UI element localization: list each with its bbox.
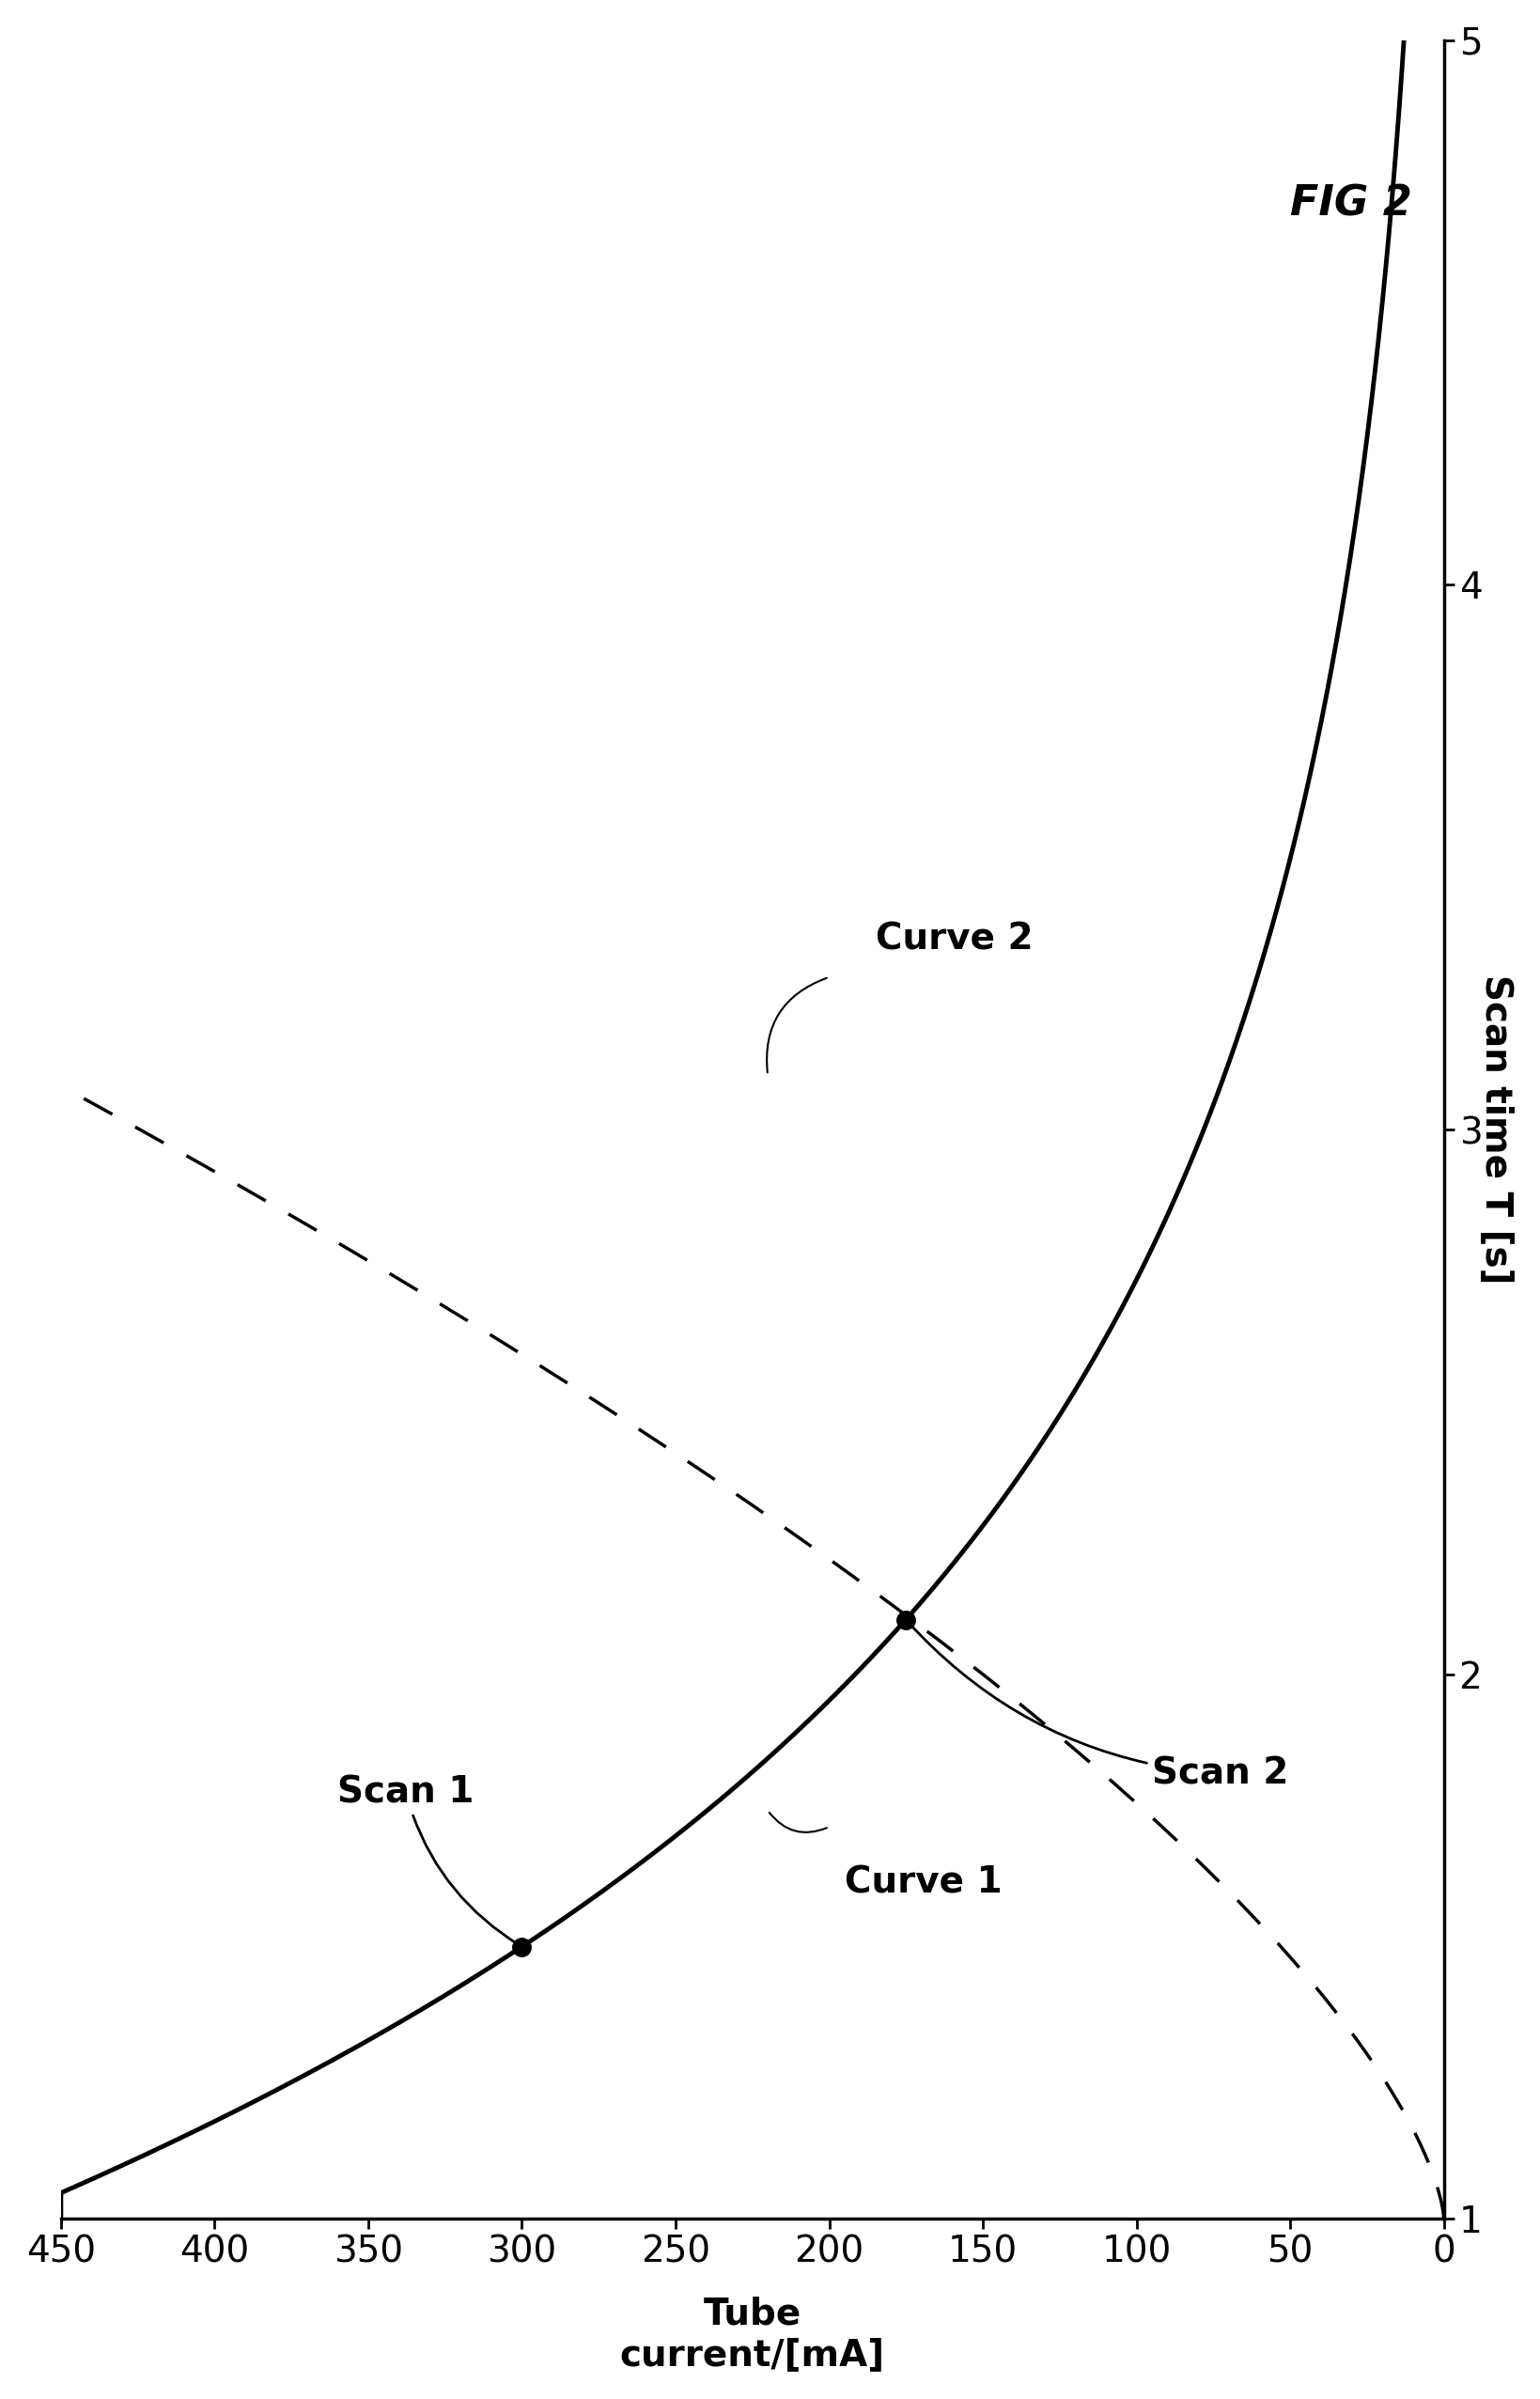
Text: Curve 1: Curve 1 <box>844 1864 1001 1900</box>
Text: Scan 2: Scan 2 <box>907 1622 1287 1792</box>
Text: Scan 1: Scan 1 <box>337 1775 519 1946</box>
Y-axis label: Scan time T [s]: Scan time T [s] <box>1478 974 1514 1283</box>
Text: Curve 2: Curve 2 <box>875 921 1032 957</box>
X-axis label: Tube
current/[mA]: Tube current/[mA] <box>619 2296 884 2373</box>
Text: FIG 2: FIG 2 <box>1289 182 1411 223</box>
